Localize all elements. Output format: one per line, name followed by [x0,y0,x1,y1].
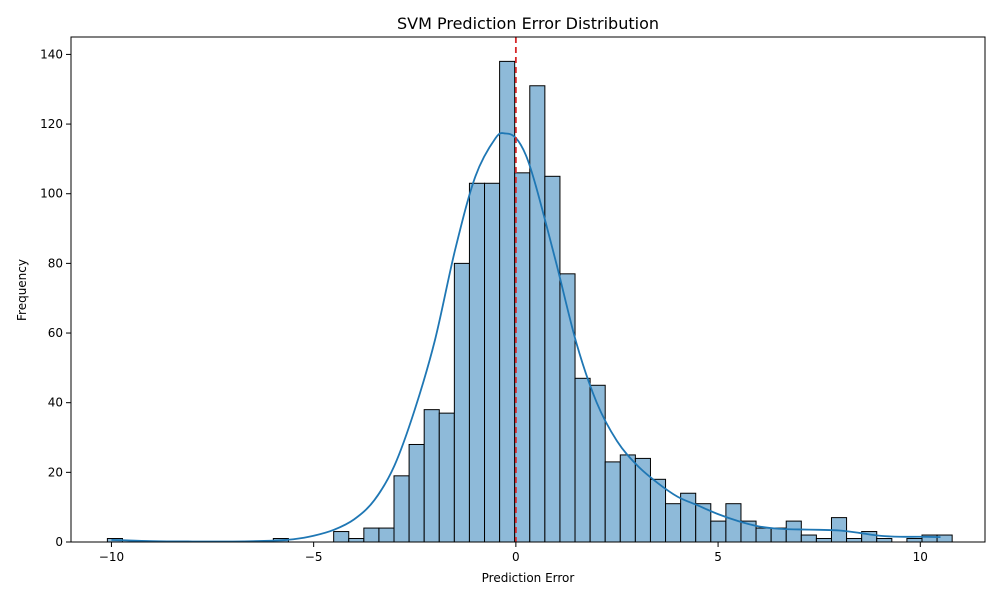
plot-frame [70,36,986,543]
histogram-bar [484,182,501,543]
histogram-bar [438,412,455,543]
x-axis: −10 −5 0 5 10 [99,542,928,564]
histogram-bar [649,478,667,543]
histogram-bar [574,377,591,543]
y-tick-label: 100 [40,187,63,201]
kde-curve [111,132,941,543]
histogram-bar [333,531,350,543]
histogram-bar [408,443,425,543]
chart-title: SVM Prediction Error Distribution [397,14,659,33]
histogram-bar [785,520,802,543]
x-tick-label: 10 [913,550,928,564]
histogram-bar [710,520,727,543]
bars-group [106,60,953,543]
x-tick-label: 0 [512,550,520,564]
y-tick-label: 80 [48,256,63,270]
histogram-bar [453,262,470,543]
y-tick-label: 140 [40,47,63,61]
histogram-bar [604,461,621,543]
histogram-bar [815,538,832,543]
y-tick-label: 60 [48,326,63,340]
histogram-bar [378,527,395,543]
x-tick-label: 5 [714,550,722,564]
histogram-bar [770,527,787,543]
histogram-bar [906,538,923,543]
histogram-bar [846,538,863,543]
x-tick-label: −10 [99,550,124,564]
histogram-bar [393,475,410,543]
histogram-bar [725,503,742,543]
histogram-bar [800,534,817,543]
histogram-bar [363,527,380,543]
y-tick-label: 40 [48,396,63,410]
histogram-bar [529,85,546,543]
histogram-bar [619,454,636,543]
y-axis: 0 20 40 60 80 100 120 140 [40,47,71,549]
histogram-bar [876,538,893,543]
histogram-bar [559,273,576,543]
histogram-bar [755,527,772,543]
y-tick-label: 0 [55,535,63,549]
y-tick-label: 120 [40,117,63,131]
histogram-bar [423,409,440,543]
x-axis-label: Prediction Error [482,571,575,585]
y-tick-label: 20 [48,465,63,479]
histogram-bar [589,384,606,543]
histogram-bar [468,182,486,543]
histogram-bar [680,492,697,543]
histogram-bar [348,538,365,543]
histogram-bar [514,172,531,543]
histogram-bar [665,503,682,543]
plot-area [70,36,986,543]
x-tick-label: −5 [305,550,323,564]
y-axis-label: Frequency [15,259,29,321]
histogram-bar [936,534,953,543]
